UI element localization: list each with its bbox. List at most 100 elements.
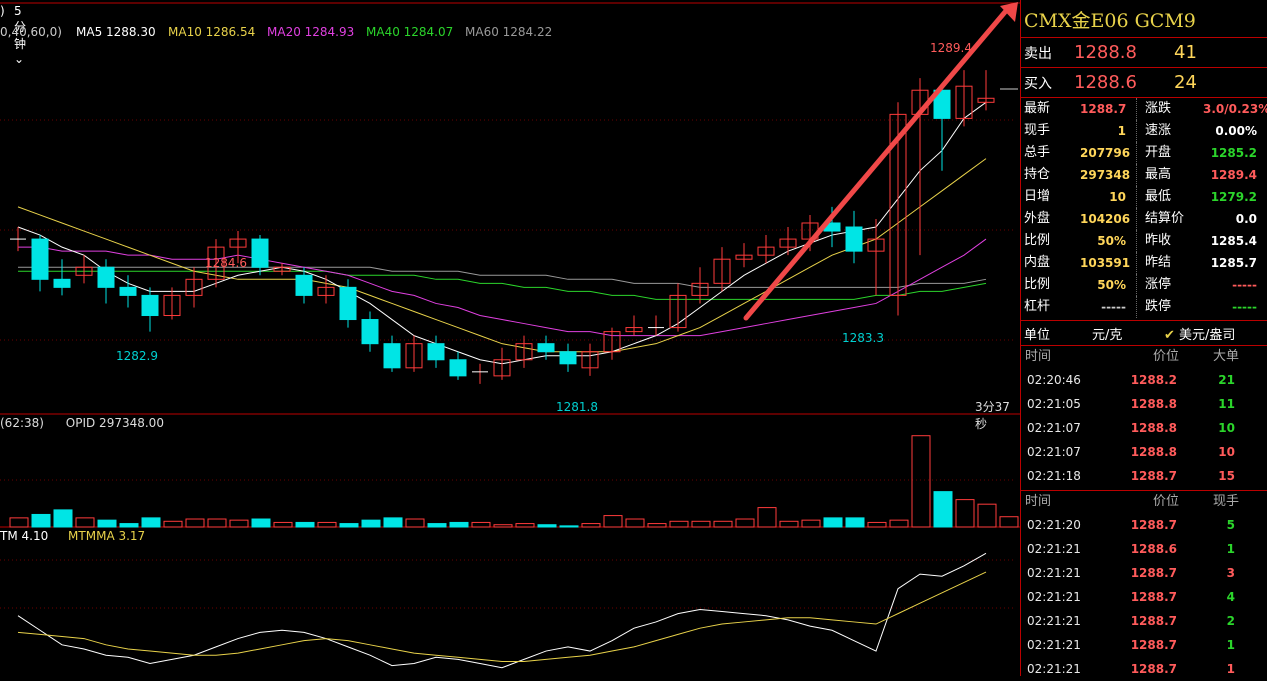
- volume-bar: [691, 520, 711, 528]
- candle-up: [713, 258, 731, 284]
- candle-up: [75, 266, 93, 276]
- row-qty: 1: [1226, 542, 1235, 556]
- sell-quote[interactable]: 卖出 1288.8 41: [1021, 38, 1267, 67]
- buy-volume: 24: [1174, 72, 1197, 93]
- row-time: 02:21:07: [1027, 421, 1081, 435]
- row-price: 1288.7: [1130, 638, 1177, 652]
- stat-label[interactable]: 结算价: [1136, 208, 1203, 230]
- row-time: 02:21:21: [1027, 638, 1081, 652]
- table-row[interactable]: 02:21:07 1288.8 10: [1021, 440, 1267, 464]
- volume-bar: [933, 491, 953, 528]
- row-time: 02:20:46: [1027, 373, 1081, 387]
- volume-bar: [295, 521, 315, 528]
- row-price: 1288.8: [1130, 421, 1177, 435]
- candle-down: [31, 238, 49, 280]
- volume-bar: [911, 435, 931, 528]
- volume-bar: [977, 503, 997, 528]
- row-price: 1288.7: [1130, 614, 1177, 628]
- sell-label: 卖出: [1024, 45, 1052, 62]
- stat-row: 杠杆 ----- 跌停 -----: [1021, 296, 1267, 318]
- stat-row: 日增 10 最低 1279.2: [1021, 186, 1267, 208]
- volume-bar: [339, 523, 359, 528]
- row-qty: 21: [1218, 373, 1235, 387]
- candle-up: [889, 113, 907, 296]
- row-price: 1288.7: [1130, 469, 1177, 483]
- volume-bar: [603, 515, 623, 528]
- row-time: 02:21:21: [1027, 614, 1081, 628]
- table-row[interactable]: 02:21:05 1288.8 11: [1021, 392, 1267, 416]
- ma60-label: MA60 1284.22: [465, 25, 553, 39]
- opid-param: (62:38): [0, 416, 44, 430]
- volume-bar: [31, 513, 51, 528]
- table-row[interactable]: 02:21:21 1288.7 3: [1021, 561, 1267, 585]
- table-row[interactable]: 02:20:46 1288.2 21: [1021, 368, 1267, 392]
- stat-row: 比例 50% 涨停 -----: [1021, 274, 1267, 296]
- candle-up: [493, 359, 511, 377]
- candle-up: [515, 343, 533, 361]
- row-qty: 1: [1226, 662, 1235, 676]
- stat-label: 昨收: [1136, 230, 1203, 252]
- kline-chart-area[interactable]: 1289.4 1284.6 1282.9 1281.8 1283.3 ) 5分钟 ⌄ 0…: [0, 0, 1020, 676]
- stat-value: 103591: [1080, 256, 1131, 270]
- row-qty: 10: [1218, 421, 1235, 435]
- stat-value: -----: [1232, 300, 1257, 314]
- volume-bar: [383, 517, 403, 528]
- stat-value: 1285.7: [1210, 256, 1257, 270]
- buy-quote[interactable]: 买入 1288.6 24: [1021, 68, 1267, 97]
- table-row[interactable]: 02:21:21 1288.7 1: [1021, 657, 1267, 681]
- opid-value: OPID 297348.00: [65, 416, 164, 430]
- table-row[interactable]: 02:21:20 1288.7 5: [1021, 513, 1267, 537]
- table-row[interactable]: 02:21:21 1288.6 1: [1021, 537, 1267, 561]
- volume-bar: [163, 520, 183, 528]
- mtm-value: TM 4.10: [0, 529, 49, 543]
- table-row[interactable]: 02:21:21 1288.7 4: [1021, 585, 1267, 609]
- volume-bar: [559, 525, 579, 528]
- candle-up: [625, 327, 643, 333]
- ma-params[interactable]: 0,40,60,0): [0, 25, 62, 39]
- col-bigorder: 大单: [1212, 349, 1239, 364]
- period-selector[interactable]: 5分钟 ⌄: [14, 4, 26, 66]
- unit-option-label: 美元/盎司: [1179, 327, 1236, 343]
- stat-value: 297348: [1080, 168, 1131, 182]
- sell-volume: 41: [1174, 42, 1197, 63]
- sell-price: 1288.8: [1074, 42, 1137, 63]
- table-row[interactable]: 02:21:21 1288.7 1: [1021, 633, 1267, 657]
- opid-legend: (62:38) OPID 297348.00: [0, 416, 164, 430]
- ma10-label: MA10 1286.54: [168, 25, 256, 39]
- candle-up: [669, 294, 687, 329]
- kline-chart-svg[interactable]: 1289.4 1284.6 1282.9 1281.8 1283.3: [0, 0, 1020, 676]
- stat-row: 最新 1288.7 涨跌 3.0/0.23%: [1021, 98, 1267, 120]
- volume-bar: [251, 518, 271, 528]
- stat-row: 比例 50% 昨收 1285.4: [1021, 230, 1267, 252]
- stat-row: 外盘 104206 结算价 0.0: [1021, 208, 1267, 230]
- candle-up: [207, 246, 225, 280]
- stat-value: 0.00%: [1215, 124, 1257, 138]
- ma5-label: MA5 1288.30: [76, 25, 156, 39]
- stats-grid: 最新 1288.7 涨跌 3.0/0.23% 现手 1 速涨 0.00% 总手 207796 开盘 1…: [1021, 98, 1267, 321]
- table-row[interactable]: 02:21:21 1288.7 2: [1021, 609, 1267, 633]
- row-qty: 2: [1226, 614, 1235, 628]
- unit-value[interactable]: 元/克: [1092, 327, 1123, 343]
- row-price: 1288.7: [1130, 590, 1177, 604]
- candle-up: [867, 238, 885, 252]
- trend-arrow-head-icon: [1000, 2, 1018, 22]
- table-row[interactable]: 02:21:07 1288.8 10: [1021, 416, 1267, 440]
- volume-bar: [625, 518, 645, 528]
- col-price: 价位: [1152, 494, 1179, 509]
- candle-down: [339, 286, 357, 321]
- stat-value: 50%: [1097, 234, 1126, 248]
- label-low: 1283.3: [842, 331, 884, 345]
- stat-value: 1: [1117, 124, 1126, 138]
- stat-label: 比例: [1024, 233, 1051, 248]
- stat-label: 持仓: [1024, 167, 1051, 182]
- stat-label: 现手: [1024, 123, 1051, 138]
- row-qty: 10: [1218, 445, 1235, 459]
- row-time: 02:21:21: [1027, 662, 1081, 676]
- candle-down: [845, 226, 863, 252]
- row-qty: 1: [1226, 638, 1235, 652]
- unit-option-usd-oz[interactable]: ✔ 美元/盎司: [1164, 324, 1235, 343]
- mtmma-line: [17, 571, 987, 662]
- volume-bar: [427, 523, 447, 528]
- table-row[interactable]: 02:21:18 1288.7 15: [1021, 464, 1267, 488]
- ma60-line: [18, 266, 987, 288]
